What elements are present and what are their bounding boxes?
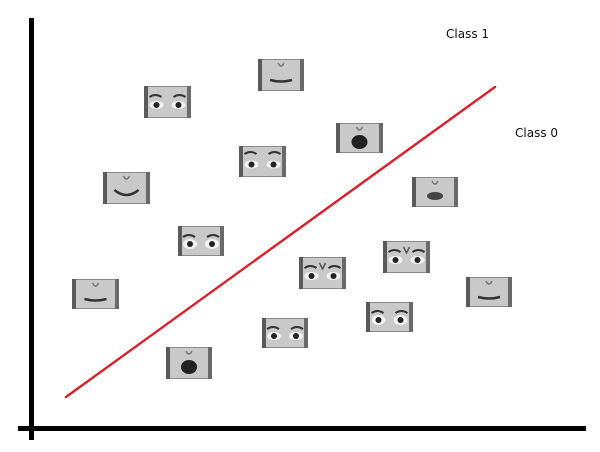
- face-thumbnail-mouth: [412, 177, 458, 207]
- face-thumbnail-eyes: [366, 302, 413, 332]
- class-0-label: Class 0: [515, 126, 559, 140]
- face-thumbnail-mouth: [103, 172, 150, 204]
- face-thumbnail-eyes: [262, 318, 308, 348]
- face-thumbnail-eyes: [383, 241, 430, 273]
- face-thumbnail-eyes: [178, 226, 224, 256]
- face-thumbnail-mouth: [336, 123, 383, 153]
- class-1-label: Class 1: [446, 27, 490, 41]
- x-axis: [18, 426, 586, 431]
- decision-boundary-line: [64, 85, 497, 399]
- face-thumbnail-eyes: [239, 146, 286, 177]
- face-thumbnail-mouth: [166, 347, 212, 379]
- face-thumbnail-eyes: [299, 257, 346, 289]
- face-thumbnail-mouth: [258, 59, 304, 91]
- face-thumbnail-mouth: [466, 277, 512, 307]
- face-thumbnail-mouth: [72, 279, 119, 309]
- y-axis: [29, 18, 34, 440]
- face-thumbnail-eyes: [144, 86, 191, 118]
